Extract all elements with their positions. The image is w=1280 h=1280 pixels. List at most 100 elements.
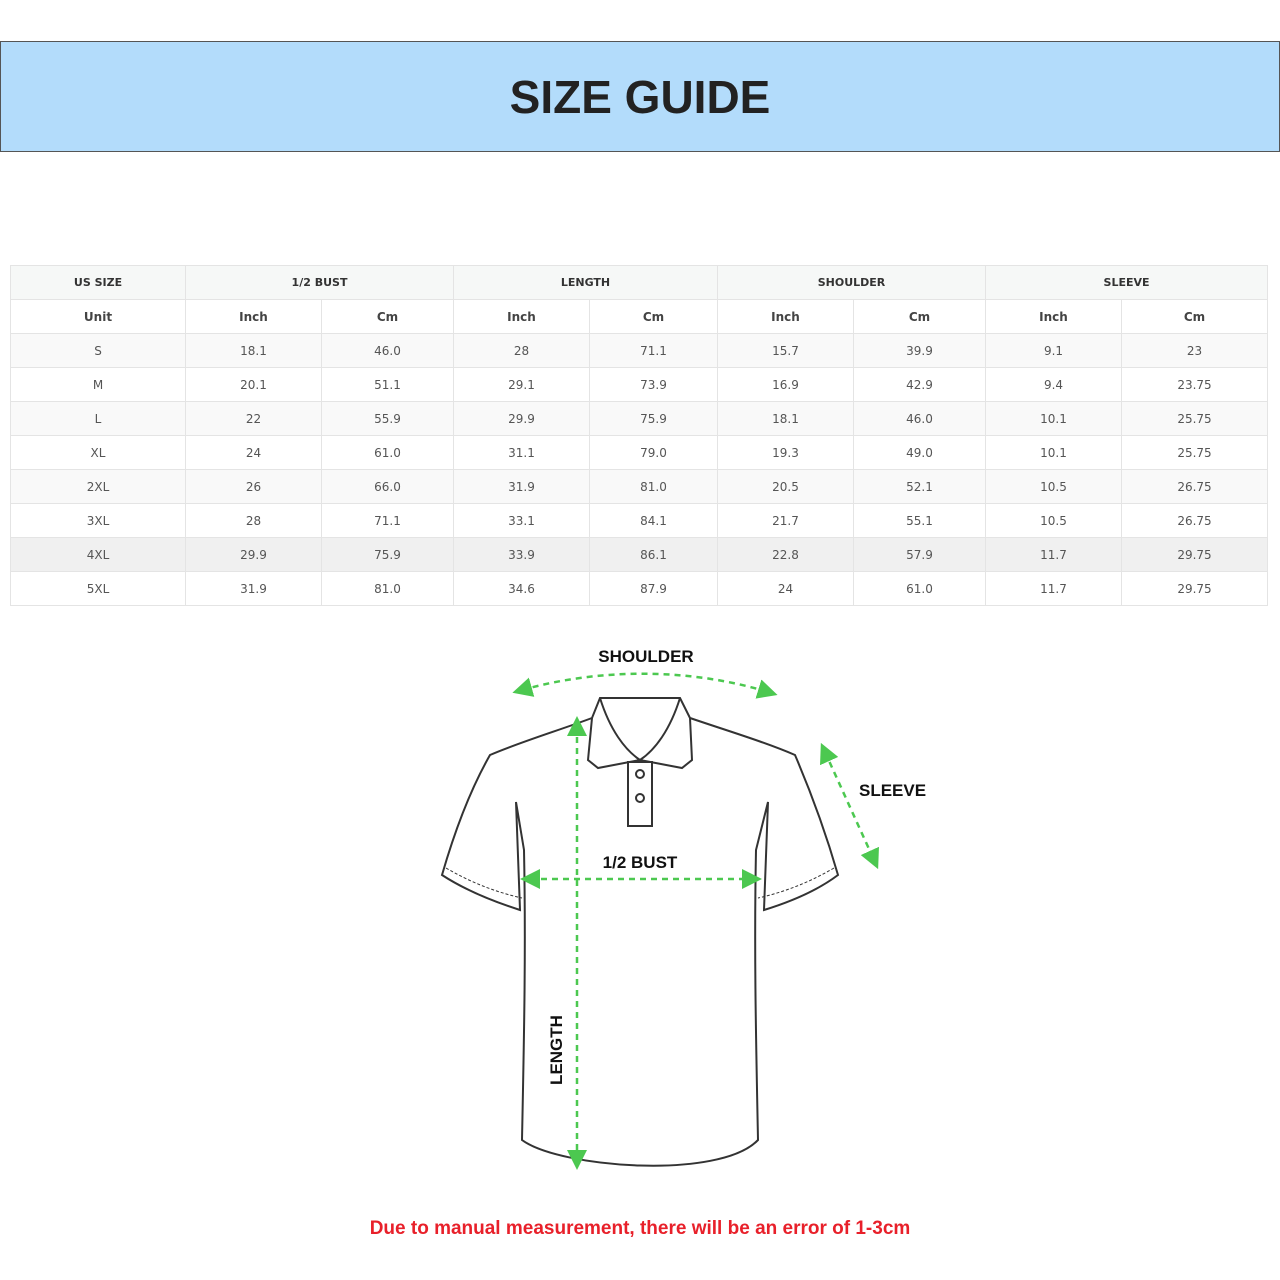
header-sleeve: SLEEVE (985, 265, 1269, 300)
value-cell: 31.9 (453, 469, 590, 504)
table-row: L 22 55.9 29.9 75.9 18.1 46.0 10.1 25.75 (10, 401, 1269, 436)
value-cell: 29.9 (453, 401, 590, 436)
size-cell: 3XL (10, 503, 186, 538)
value-cell: 61.0 (852, 571, 987, 606)
value-cell: 31.9 (185, 571, 322, 606)
value-cell: 20.1 (185, 367, 322, 402)
header-us-size: US SIZE (10, 265, 186, 300)
shoulder-label: SHOULDER (598, 647, 693, 666)
value-cell: 16.9 (717, 367, 854, 402)
value-cell: 42.9 (852, 367, 987, 402)
value-cell: 11.7 (985, 571, 1123, 606)
unit-row: Unit Inch Cm Inch Cm Inch Cm Inch Cm (10, 299, 1269, 334)
value-cell: 39.9 (852, 333, 987, 368)
table-row: 5XL 31.9 81.0 34.6 87.9 24 61.0 11.7 29.75 (10, 571, 1269, 606)
table-row: 2XL 26 66.0 31.9 81.0 20.5 52.1 10.5 26.75 (10, 469, 1269, 504)
value-cell: 55.1 (852, 503, 987, 538)
unit-cell: Inch (985, 299, 1123, 334)
size-table: US SIZE 1/2 BUST LENGTH SHOULDER SLEEVE … (10, 265, 1269, 606)
header-length: LENGTH (453, 265, 718, 300)
value-cell: 11.7 (985, 537, 1123, 572)
bust-label: 1/2 BUST (603, 853, 678, 872)
value-cell: 29.9 (185, 537, 322, 572)
title-banner: SIZE GUIDE (0, 41, 1280, 152)
value-cell: 33.1 (453, 503, 590, 538)
value-cell: 9.1 (985, 333, 1123, 368)
value-cell: 25.75 (1121, 401, 1269, 436)
value-cell: 29.75 (1121, 537, 1269, 572)
value-cell: 21.7 (717, 503, 854, 538)
page-title: SIZE GUIDE (509, 70, 771, 123)
value-cell: 75.9 (321, 537, 454, 572)
value-cell: 10.1 (985, 401, 1123, 436)
value-cell: 57.9 (852, 537, 987, 572)
sleeve-label: SLEEVE (859, 781, 926, 800)
size-cell: 5XL (10, 571, 186, 606)
value-cell: 29.75 (1121, 571, 1269, 606)
unit-cell: Cm (589, 299, 718, 334)
value-cell: 73.9 (589, 367, 718, 402)
value-cell: 46.0 (321, 333, 454, 368)
value-cell: 46.0 (852, 401, 987, 436)
shoulder-arrow (512, 672, 778, 699)
value-cell: 28 (185, 503, 322, 538)
unit-cell: Inch (185, 299, 322, 334)
sleeve-arrow (820, 742, 879, 870)
size-cell: S (10, 333, 186, 368)
size-cell: 2XL (10, 469, 186, 504)
value-cell: 24 (185, 435, 322, 470)
size-cell: M (10, 367, 186, 402)
size-cell: L (10, 401, 186, 436)
value-cell: 26 (185, 469, 322, 504)
value-cell: 84.1 (589, 503, 718, 538)
size-cell: 4XL (10, 537, 186, 572)
value-cell: 26.75 (1121, 469, 1269, 504)
value-cell: 79.0 (589, 435, 718, 470)
table-row: M 20.1 51.1 29.1 73.9 16.9 42.9 9.4 23.75 (10, 367, 1269, 402)
value-cell: 81.0 (589, 469, 718, 504)
unit-cell: Inch (717, 299, 854, 334)
group-header-row: US SIZE 1/2 BUST LENGTH SHOULDER SLEEVE (10, 265, 1269, 300)
unit-cell: Inch (453, 299, 590, 334)
value-cell: 18.1 (717, 401, 854, 436)
value-cell: 26.75 (1121, 503, 1269, 538)
table-row: S 18.1 46.0 28 71.1 15.7 39.9 9.1 23 (10, 333, 1269, 368)
value-cell: 75.9 (589, 401, 718, 436)
value-cell: 66.0 (321, 469, 454, 504)
value-cell: 52.1 (852, 469, 987, 504)
value-cell: 22 (185, 401, 322, 436)
value-cell: 28 (453, 333, 590, 368)
size-cell: XL (10, 435, 186, 470)
value-cell: 86.1 (589, 537, 718, 572)
value-cell: 51.1 (321, 367, 454, 402)
value-cell: 61.0 (321, 435, 454, 470)
value-cell: 25.75 (1121, 435, 1269, 470)
value-cell: 18.1 (185, 333, 322, 368)
unit-cell: Cm (852, 299, 987, 334)
unit-cell: Cm (1121, 299, 1269, 334)
table-row: 3XL 28 71.1 33.1 84.1 21.7 55.1 10.5 26.75 (10, 503, 1269, 538)
unit-cell: Cm (321, 299, 454, 334)
header-bust: 1/2 BUST (185, 265, 454, 300)
shirt-diagram: SHOULDER SLEEVE 1/2 BUST LENGTH (0, 620, 1280, 1200)
value-cell: 24 (717, 571, 854, 606)
value-cell: 29.1 (453, 367, 590, 402)
value-cell: 22.8 (717, 537, 854, 572)
value-cell: 71.1 (321, 503, 454, 538)
value-cell: 81.0 (321, 571, 454, 606)
value-cell: 19.3 (717, 435, 854, 470)
length-label: LENGTH (547, 1015, 566, 1085)
value-cell: 10.1 (985, 435, 1123, 470)
header-shoulder: SHOULDER (716, 265, 987, 300)
value-cell: 31.1 (453, 435, 590, 470)
value-cell: 9.4 (985, 367, 1123, 402)
value-cell: 10.5 (985, 503, 1123, 538)
measurement-note: Due to manual measurement, there will be… (369, 1218, 911, 1239)
value-cell: 49.0 (852, 435, 987, 470)
value-cell: 20.5 (717, 469, 854, 504)
table-row: XL 24 61.0 31.1 79.0 19.3 49.0 10.1 25.75 (10, 435, 1269, 470)
value-cell: 34.6 (453, 571, 590, 606)
polo-shirt-outline (440, 697, 840, 1167)
value-cell: 23 (1121, 333, 1269, 368)
value-cell: 87.9 (589, 571, 718, 606)
